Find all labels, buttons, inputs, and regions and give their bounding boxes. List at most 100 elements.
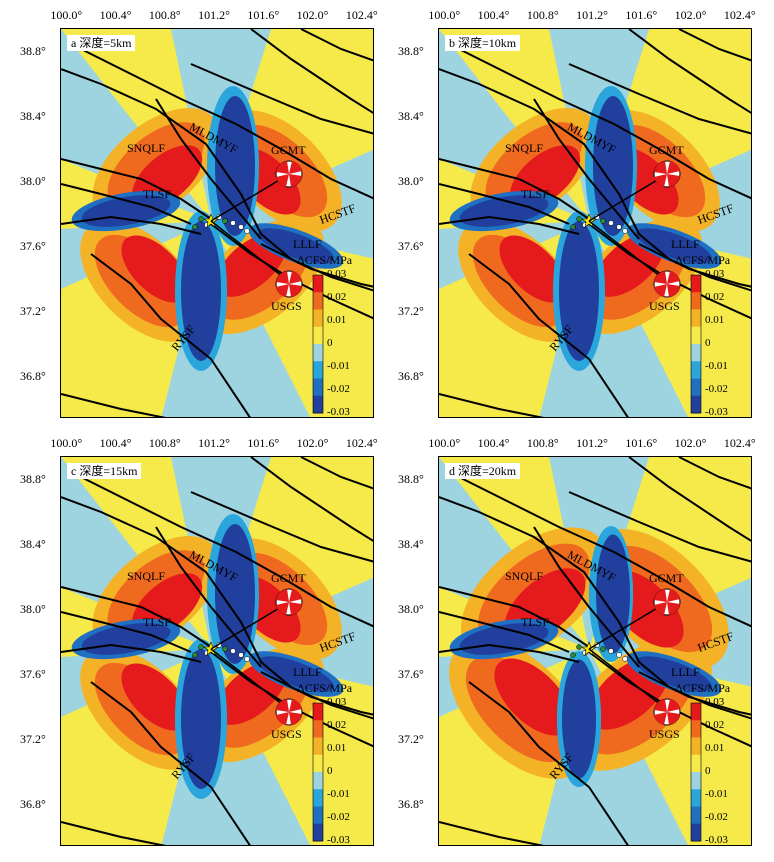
aftershock-marker [608, 220, 614, 226]
y-tick-label: 36.8° [398, 797, 424, 812]
x-tick-label: 101.2° [576, 436, 608, 450]
fault-line [61, 821, 167, 845]
x-tick-label: 100.0° [50, 8, 83, 22]
y-tick-label: 38.0° [398, 602, 424, 617]
coulomb-stress-map [61, 29, 373, 417]
colorbar [312, 274, 324, 414]
fault-line [628, 457, 751, 542]
y-tick-label: 38.8° [20, 472, 46, 487]
aftershock-marker [608, 648, 614, 654]
aftershock-marker [192, 652, 198, 658]
y-tick-label: 37.6° [20, 667, 46, 682]
x-tick-label: 101.2° [198, 8, 230, 22]
fault-line [439, 643, 580, 663]
fault-label: TLSF [521, 187, 550, 201]
colorbar-tick: -0.01 [705, 788, 728, 800]
aftershock-marker [622, 656, 628, 662]
x-tick-label: 100.8° [526, 436, 559, 450]
aftershock-marker [198, 216, 204, 222]
fault-label: SNQLF [505, 569, 544, 583]
fault-label: TLSF [143, 615, 172, 629]
x-tick-label: 100.8° [526, 8, 559, 22]
fault-label: SNQLF [127, 569, 166, 583]
y-tick-label: 37.6° [20, 239, 46, 254]
fault-line [90, 681, 251, 845]
mechanism-label: GCMT [271, 143, 306, 157]
colorbar-title: ΔCFS/MPa [297, 681, 353, 695]
usgs-beachball-icon [653, 698, 681, 726]
colorbar-tick: 0 [705, 765, 711, 777]
fault-line [80, 48, 373, 200]
gcmt-beachball-icon [653, 588, 681, 616]
panel-label: a 深度=5km [67, 35, 136, 51]
aftershock-marker [230, 648, 236, 654]
fault-label: TLSF [521, 615, 550, 629]
fault-line [468, 253, 629, 417]
coulomb-stress-map [439, 457, 751, 845]
colorbar-tick: -0.03 [705, 834, 728, 846]
fault-line [568, 63, 751, 135]
gcmt-beachball-icon [275, 588, 303, 616]
colorbar-tick: -0.01 [705, 360, 728, 372]
y-tick-label: 36.8° [20, 369, 46, 384]
y-tick-label: 38.0° [20, 602, 46, 617]
mechanism-label: USGS [271, 727, 302, 741]
fault-line [61, 611, 192, 653]
fault-line [468, 681, 629, 845]
x-tick-label: 101.6° [247, 8, 280, 22]
panel-label: b 深度=10km [445, 35, 521, 51]
fault-label: TLSF [143, 187, 172, 201]
map-panel: a 深度=5km SNQLF MLDMYF TLSF HCSTF LLLF RYSF GCMT… [60, 28, 374, 418]
mechanism-label: GCMT [649, 143, 684, 157]
panel-label: c 深度=15km [67, 463, 142, 479]
colorbar-tick: 0.01 [327, 314, 347, 326]
fault-line [439, 183, 570, 225]
usgs-beachball-icon [275, 270, 303, 298]
aftershock-marker [238, 652, 244, 658]
x-tick-label: 100.0° [50, 436, 83, 450]
x-tick-label: 102.0° [674, 436, 707, 450]
colorbar [690, 274, 702, 414]
y-tick-label: 37.2° [398, 732, 424, 747]
colorbar-tick: -0.03 [705, 406, 728, 418]
colorbar-tick: 0.02 [705, 719, 725, 731]
aftershock-marker [616, 652, 622, 658]
fault-line [250, 29, 373, 114]
coulomb-stress-map [439, 29, 751, 417]
aftershock-marker [244, 656, 250, 662]
colorbar-tick: -0.02 [327, 811, 350, 823]
x-tick-label: 102.0° [296, 8, 329, 22]
colorbar-tick: 0.03 [705, 696, 725, 708]
fault-line [250, 457, 373, 542]
y-tick-label: 37.6° [398, 239, 424, 254]
aftershock-marker [222, 646, 228, 652]
aftershock-marker [198, 644, 204, 650]
fault-line [638, 671, 751, 716]
y-tick-label: 38.4° [20, 537, 46, 552]
x-tick-label: 102.0° [674, 8, 707, 22]
y-tick-label: 38.4° [398, 109, 424, 124]
colorbar-tick: 0.03 [705, 268, 725, 280]
coulomb-stress-map [61, 457, 373, 845]
fault-label: LLLF [671, 237, 700, 251]
mechanism-label: GCMT [649, 571, 684, 585]
fault-line [678, 29, 751, 62]
colorbar-title: ΔCFS/MPa [675, 253, 731, 267]
gcmt-beachball-icon [653, 160, 681, 188]
x-tick-label: 102.4° [723, 436, 756, 450]
gcmt-beachball-icon [275, 160, 303, 188]
y-tick-label: 38.8° [398, 44, 424, 59]
fault-label: LLLF [293, 665, 322, 679]
mechanism-label: GCMT [271, 571, 306, 585]
x-tick-label: 100.0° [428, 436, 461, 450]
y-tick-label: 36.8° [20, 797, 46, 812]
colorbar-tick: 0.01 [705, 742, 725, 754]
aftershock-marker [192, 224, 198, 230]
x-tick-label: 100.4° [477, 436, 510, 450]
fault-line [61, 586, 212, 648]
x-tick-label: 100.4° [99, 436, 132, 450]
colorbar-tick: -0.03 [327, 834, 350, 846]
y-tick-label: 38.4° [398, 537, 424, 552]
y-tick-label: 37.6° [398, 667, 424, 682]
fault-line [628, 29, 751, 114]
